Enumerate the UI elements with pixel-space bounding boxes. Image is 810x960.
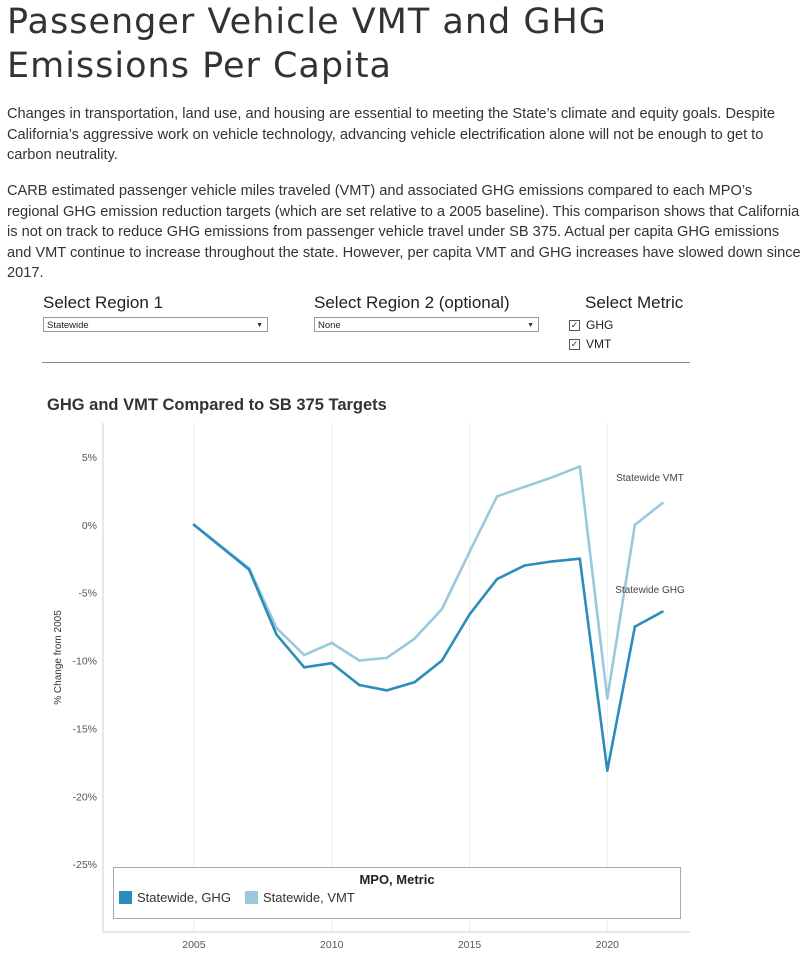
intro-paragraph-2: CARB estimated passenger vehicle miles t… xyxy=(7,183,801,282)
data-point-vmt xyxy=(413,637,416,641)
data-point-vmt xyxy=(523,485,526,489)
data-point-ghg xyxy=(606,769,609,772)
region2-label: Select Region 2 (optional) xyxy=(314,293,510,312)
data-point-ghg xyxy=(440,659,444,662)
region2-select[interactable]: None ▼ xyxy=(314,317,539,332)
y-axis-title: % Change from 2005 xyxy=(53,610,64,705)
x-tick-label: 2020 xyxy=(596,939,620,951)
y-tick-label: -20% xyxy=(72,791,97,803)
data-point-ghg xyxy=(275,633,278,637)
data-point-ghg xyxy=(633,625,637,628)
data-point-ghg xyxy=(468,613,471,616)
chart-legend: MPO, Metric Statewide, GHG Statewide, VM… xyxy=(113,867,681,919)
region1-label: Select Region 1 xyxy=(43,293,164,312)
y-tick-label: -5% xyxy=(78,588,97,600)
checkbox-checked-icon[interactable]: ✓ xyxy=(569,338,580,350)
data-point-ghg xyxy=(661,610,664,613)
metric-option-vmt[interactable]: ✓ VMT xyxy=(569,337,611,351)
data-point-vmt xyxy=(357,659,361,662)
region1-value: Statewide xyxy=(47,320,89,331)
legend-item-ghg[interactable]: Statewide, GHG xyxy=(119,890,231,905)
x-tick-label: 2015 xyxy=(458,939,482,951)
data-point-ghg xyxy=(302,666,306,669)
data-point-ghg xyxy=(330,661,334,665)
data-point-ghg xyxy=(247,568,251,571)
data-point-ghg xyxy=(550,560,554,563)
metric-label: Select Metric xyxy=(585,293,684,312)
data-point-ghg xyxy=(357,683,361,687)
filters-divider xyxy=(42,362,690,363)
data-point-ghg xyxy=(495,577,499,581)
legend-swatch xyxy=(245,891,258,904)
metric-option-label: VMT xyxy=(586,337,612,351)
chart-title: GHG and VMT Compared to SB 375 Targets xyxy=(47,396,387,414)
page-title: Passenger Vehicle VMT and GHG Emissions … xyxy=(7,2,607,86)
checkbox-checked-icon[interactable]: ✓ xyxy=(569,319,580,331)
series-end-label: Statewide GHG xyxy=(615,585,685,596)
data-point-ghg xyxy=(578,557,582,561)
legend-title: MPO, Metric xyxy=(359,872,435,887)
intro-paragraph-1: Changes in transportation, land use, and… xyxy=(7,106,776,164)
metric-option-ghg[interactable]: ✓ GHG xyxy=(569,318,613,332)
data-point-vmt xyxy=(385,656,389,660)
legend-label: Statewide, GHG xyxy=(137,890,231,905)
region1-select[interactable]: Statewide ▼ xyxy=(43,317,268,332)
chevron-down-icon: ▼ xyxy=(527,322,534,329)
legend-label: Statewide, VMT xyxy=(263,890,355,905)
x-tick-label: 2005 xyxy=(182,939,206,951)
data-point-vmt xyxy=(606,697,609,700)
y-tick-label: 0% xyxy=(82,520,97,532)
series-end-label: Statewide VMT xyxy=(616,473,684,484)
data-point-ghg xyxy=(385,689,389,692)
data-point-ghg xyxy=(523,564,526,567)
legend-swatch xyxy=(119,891,132,904)
data-point-vmt xyxy=(578,465,582,468)
data-point-vmt xyxy=(661,501,664,505)
y-tick-label: 5% xyxy=(82,452,97,464)
legend-item-vmt[interactable]: Statewide, VMT xyxy=(245,890,355,905)
data-point-vmt xyxy=(633,523,637,527)
data-point-vmt xyxy=(468,550,471,554)
y-tick-label: -15% xyxy=(72,723,97,735)
chevron-down-icon: ▼ xyxy=(256,322,263,329)
data-point-vmt xyxy=(275,626,278,630)
data-point-ghg xyxy=(413,680,416,684)
data-point-vmt xyxy=(330,641,334,645)
data-point-ghg xyxy=(192,523,196,527)
x-tick-label: 2010 xyxy=(320,939,344,951)
metric-option-label: GHG xyxy=(586,318,614,332)
region2-value: None xyxy=(318,320,341,331)
y-tick-label: -10% xyxy=(72,656,97,668)
y-tick-label: -25% xyxy=(72,859,97,871)
data-point-vmt xyxy=(495,494,499,498)
data-point-vmt xyxy=(550,475,554,479)
data-point-vmt xyxy=(302,653,306,657)
data-point-vmt xyxy=(440,607,444,611)
